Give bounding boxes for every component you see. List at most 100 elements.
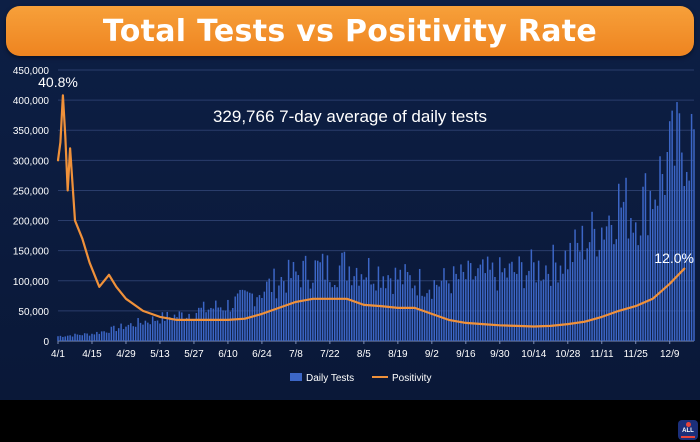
y-tick-label: 100,000 bbox=[13, 277, 50, 288]
daily-tests-bar bbox=[300, 287, 302, 341]
daily-tests-bar bbox=[399, 269, 402, 341]
x-tick-label: 8/5 bbox=[357, 349, 371, 360]
daily-tests-bar bbox=[343, 251, 346, 341]
daily-tests-bar bbox=[448, 283, 450, 341]
daily-tests-bar bbox=[666, 152, 669, 341]
video-bottom-strip: ALL bbox=[0, 400, 700, 442]
chart-gridlines bbox=[58, 69, 694, 342]
daily-tests-bar bbox=[421, 295, 423, 341]
x-tick-label: 4/15 bbox=[82, 349, 102, 360]
daily-tests-bar bbox=[562, 273, 564, 341]
daily-tests-bar bbox=[236, 293, 239, 341]
daily-tests-bar bbox=[632, 232, 635, 341]
daily-tests-bar bbox=[181, 312, 183, 341]
daily-tests-bar bbox=[173, 314, 176, 341]
daily-tests-bar bbox=[557, 282, 559, 341]
daily-tests-bar bbox=[394, 267, 397, 341]
daily-tests-bar bbox=[195, 312, 198, 341]
daily-tests-bar bbox=[222, 310, 224, 341]
daily-tests-bar bbox=[443, 268, 445, 341]
daily-tests-bar bbox=[571, 262, 574, 341]
daily-tests-bar bbox=[598, 249, 601, 341]
daily-tests-bar bbox=[542, 279, 545, 341]
daily-tests-bar bbox=[404, 264, 406, 341]
daily-tests-bar bbox=[508, 263, 511, 341]
daily-tests-bar bbox=[545, 265, 547, 341]
daily-tests-bar bbox=[547, 273, 550, 341]
daily-tests-bar bbox=[268, 278, 270, 341]
daily-tests-bar bbox=[108, 332, 110, 341]
daily-tests-bar bbox=[401, 284, 404, 341]
daily-tests-bar bbox=[258, 295, 261, 341]
daily-tests-bar bbox=[161, 312, 164, 341]
y-tick-label: 200,000 bbox=[13, 217, 50, 228]
daily-tests-bar bbox=[411, 288, 414, 341]
daily-tests-bar bbox=[678, 113, 681, 341]
y-tick-label: 350,000 bbox=[13, 126, 50, 137]
daily-tests-bar bbox=[297, 275, 300, 341]
daily-tests-bar bbox=[668, 121, 671, 341]
daily-tests-bar bbox=[452, 266, 455, 341]
x-tick-label: 5/27 bbox=[184, 349, 204, 360]
daily-tests-bar bbox=[596, 256, 598, 341]
daily-tests-bar bbox=[261, 297, 263, 341]
daily-tests-bar bbox=[414, 285, 416, 341]
chart-canvas: 0 50,000 100,000 150,000 200,000 250,000 300,0… bbox=[13, 66, 695, 384]
daily-tests-bar bbox=[618, 183, 620, 341]
daily-tests-bar bbox=[518, 256, 520, 341]
y-tick-label: 50,000 bbox=[18, 307, 49, 318]
daily-tests-bar bbox=[285, 292, 287, 341]
daily-tests-bar bbox=[693, 129, 695, 341]
x-tick-label: 11/11 bbox=[590, 349, 614, 360]
daily-tests-bar bbox=[615, 239, 618, 341]
daily-tests-bar bbox=[637, 245, 639, 341]
daily-tests-bar bbox=[467, 260, 469, 341]
daily-tests-bar bbox=[280, 276, 283, 341]
x-tick-label: 11/25 bbox=[624, 349, 649, 360]
daily-tests-bar bbox=[550, 285, 552, 341]
chart-legend: Daily Tests Positivity bbox=[290, 373, 431, 384]
daily-tests-bar bbox=[324, 279, 326, 341]
positivity-line bbox=[56, 94, 686, 328]
daily-tests-bar bbox=[122, 329, 125, 341]
daily-tests-bar bbox=[88, 335, 91, 341]
y-tick-label: 400,000 bbox=[13, 96, 50, 107]
daily-tests-bar bbox=[207, 309, 210, 341]
daily-tests-bar bbox=[115, 331, 118, 341]
daily-tests-bar bbox=[205, 312, 207, 341]
daily-tests-bar bbox=[392, 293, 394, 341]
daily-tests-bar bbox=[537, 260, 540, 341]
daily-tests-bar bbox=[198, 307, 200, 341]
daily-tests-bar bbox=[513, 272, 516, 341]
daily-tests-bar bbox=[457, 279, 460, 341]
x-tick-label: 9/30 bbox=[490, 349, 510, 360]
daily-tests-bar bbox=[382, 276, 385, 341]
daily-tests-bar bbox=[127, 324, 130, 341]
daily-tests-bar bbox=[91, 333, 93, 341]
daily-tests-bar bbox=[574, 229, 576, 341]
daily-tests-bar bbox=[210, 307, 212, 341]
daily-tests-bar bbox=[501, 272, 503, 341]
daily-tests-bar bbox=[365, 277, 368, 341]
daily-tests-bar bbox=[397, 279, 399, 341]
daily-tests-bar bbox=[333, 285, 336, 341]
daily-tests-bar bbox=[455, 273, 457, 341]
daily-tests-bar bbox=[685, 171, 688, 341]
daily-tests-bar bbox=[372, 283, 375, 341]
daily-tests-bar bbox=[416, 295, 419, 341]
daily-tests-bar bbox=[567, 269, 569, 341]
daily-tests-bar bbox=[603, 239, 605, 341]
daily-tests-bar bbox=[484, 273, 486, 341]
x-tick-label: 9/16 bbox=[456, 349, 476, 360]
daily-tests-bar bbox=[120, 323, 122, 341]
x-tick-label: 6/24 bbox=[252, 349, 272, 360]
daily-tests-bars bbox=[57, 102, 695, 342]
daily-tests-bar bbox=[654, 199, 656, 341]
daily-tests-bar bbox=[183, 319, 185, 341]
daily-tests-bar bbox=[185, 317, 188, 341]
daily-tests-bar bbox=[523, 288, 525, 341]
daily-tests-bar bbox=[256, 297, 258, 341]
daily-tests-bar bbox=[168, 317, 171, 341]
daily-tests-bar bbox=[681, 152, 683, 341]
daily-tests-bar bbox=[193, 319, 195, 341]
